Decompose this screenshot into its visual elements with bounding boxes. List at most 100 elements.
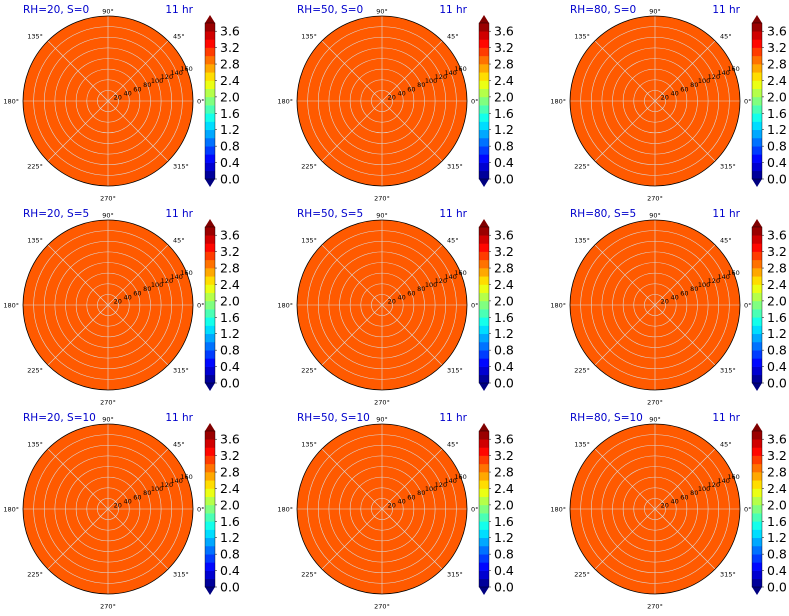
angular-gridline — [594, 40, 656, 102]
angle-tick-label: 270° — [374, 603, 390, 611]
radial-tick-label: 160 — [180, 65, 192, 73]
colorbar-tick-label: 0.8 — [220, 139, 240, 154]
colorbar-segment — [752, 146, 762, 155]
angle-tick-label: 225° — [27, 571, 43, 579]
colorbar-segment — [479, 439, 489, 448]
colorbar-tick-label: 0.4 — [767, 155, 787, 170]
colorbar-extend-min — [479, 179, 489, 187]
colorbar-segment — [752, 235, 762, 244]
angular-gridline — [47, 244, 109, 306]
colorbar-segment — [752, 562, 762, 571]
colorbar-segment — [479, 284, 489, 293]
colorbar-extend-max — [752, 219, 762, 227]
colorbar-segment — [479, 513, 489, 522]
colorbar-tick-label: 0.4 — [220, 563, 240, 578]
panel-title: RH=80, S=0 — [570, 4, 636, 16]
radial-tick-label: 160 — [454, 65, 466, 73]
colorbar-segment — [205, 554, 215, 563]
colorbar-segment — [752, 113, 762, 122]
panel-title: RH=80, S=5 — [570, 208, 636, 220]
colorbar-segment — [205, 537, 215, 547]
radial-tick-label: 80 — [417, 285, 425, 293]
colorbar-tick-label: 2.8 — [220, 465, 240, 480]
colorbar-segment — [752, 472, 762, 481]
colorbar-segment — [479, 121, 489, 131]
colorbar-tick-label: 2.4 — [767, 481, 787, 496]
colorbar-tick-label: 2.0 — [494, 293, 514, 308]
colorbar-segment — [479, 358, 489, 367]
colorbar-segment — [205, 243, 215, 252]
angle-tick-label: 270° — [647, 603, 663, 611]
colorbar-tick-label: 2.8 — [767, 261, 787, 276]
colorbar-tick-label: 1.6 — [767, 106, 787, 121]
colorbar-tick-label: 2.4 — [494, 73, 514, 88]
angular-gridline — [47, 100, 109, 162]
radial-tick-label: 80 — [690, 285, 698, 293]
colorbar-extend-max — [205, 423, 215, 431]
polar-panel: 0°45°90°135°180°225°270°315°204060801001… — [3, 4, 240, 203]
angular-gridline — [321, 244, 383, 306]
colorbar-segment — [479, 333, 489, 343]
radial-tick-label: 60 — [680, 85, 688, 93]
radial-tick-label: 60 — [407, 493, 415, 501]
colorbar-segment — [479, 309, 489, 318]
colorbar-frame — [751, 226, 763, 384]
angle-tick-label: 225° — [301, 367, 317, 375]
colorbar-tick-label: 3.2 — [220, 448, 240, 463]
colorbar-segment — [205, 366, 215, 376]
colorbar-tick-label: 3.2 — [767, 448, 787, 463]
angular-gridline — [321, 304, 383, 366]
colorbar-segment — [479, 47, 489, 57]
angular-gridline — [594, 244, 656, 306]
panel-title: RH=80, S=10 — [570, 412, 643, 424]
colorbar-segment — [752, 64, 762, 73]
angle-tick-label: 315° — [173, 571, 189, 579]
polar-frame — [296, 423, 468, 595]
panel-title: RH=50, S=0 — [297, 4, 363, 16]
polar-panel: 0°45°90°135°180°225°270°315°204060801001… — [277, 4, 514, 203]
radial-tick-label: 60 — [407, 85, 415, 93]
colorbar-segment — [479, 317, 489, 326]
colorbar-segment — [205, 341, 215, 351]
radial-tick-label: 140 — [171, 69, 183, 77]
colorbar-tick-label: 2.4 — [767, 277, 787, 292]
colorbar-segment — [205, 47, 215, 57]
colorbar-segment — [205, 447, 215, 456]
colorbar-segment — [479, 374, 489, 384]
angular-gridline — [47, 304, 109, 366]
colorbar-tick-label: 0.8 — [767, 139, 787, 154]
angle-tick-label: 45° — [720, 32, 732, 40]
colorbar-tick-label: 2.0 — [767, 497, 787, 512]
colorbar-segment — [752, 504, 762, 514]
radial-tick-label: 160 — [454, 473, 466, 481]
colorbar-segment — [479, 292, 489, 302]
colorbar-segment — [205, 105, 215, 114]
colorbar-extend-max — [479, 219, 489, 227]
colorbar-segment — [205, 463, 215, 473]
angle-tick-label: 45° — [447, 236, 459, 244]
angular-gridline — [107, 304, 169, 366]
polar-panel: 0°45°90°135°180°225°270°315°204060801001… — [550, 208, 787, 407]
angle-tick-label: 180° — [277, 98, 293, 106]
colorbar-segment — [205, 39, 215, 48]
angle-tick-label: 135° — [574, 440, 590, 448]
colorbar-segment — [205, 480, 215, 489]
colorbar-tick-label: 0.0 — [494, 172, 514, 187]
polar-frame — [22, 423, 194, 595]
colorbar-segment — [205, 504, 215, 514]
colorbar-tick-label: 0.0 — [494, 376, 514, 391]
angular-gridline — [381, 100, 443, 162]
colorbar-segment — [752, 463, 762, 473]
colorbar-segment — [752, 39, 762, 48]
colorbar-segment — [479, 259, 489, 269]
colorbar-frame — [204, 226, 216, 384]
radial-tick-label: 100 — [151, 77, 163, 85]
angle-tick-label: 225° — [301, 163, 317, 171]
angular-gridline — [381, 304, 443, 366]
radial-tick-label: 40 — [670, 293, 678, 301]
colorbar-tick-label: 2.4 — [767, 73, 787, 88]
polar-panel: 0°45°90°135°180°225°270°315°204060801001… — [277, 208, 514, 407]
colorbar-segment — [752, 366, 762, 376]
angle-tick-label: 0° — [471, 302, 478, 310]
angle-tick-label: 315° — [447, 571, 463, 579]
